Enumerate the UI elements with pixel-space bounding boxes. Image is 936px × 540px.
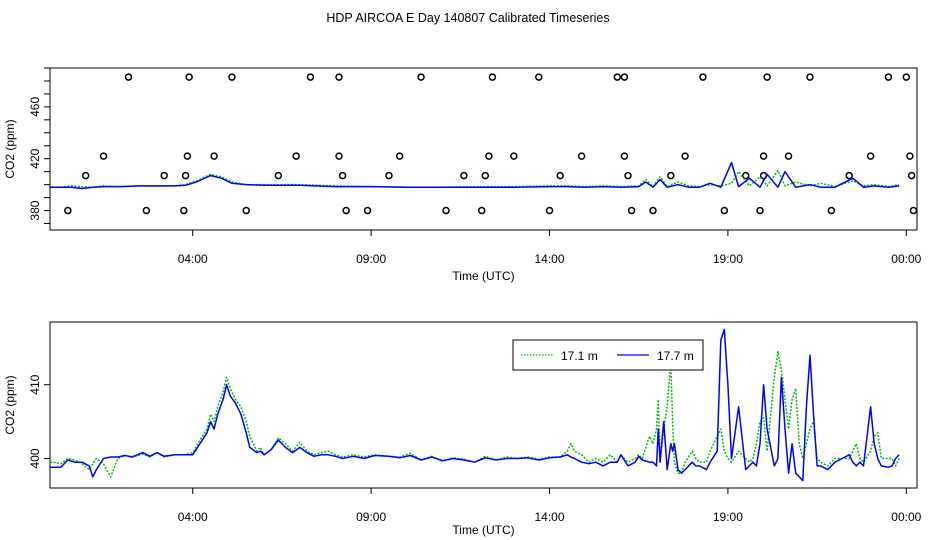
top-marker-point bbox=[624, 171, 632, 180]
top-xlabel: Time (UTC) bbox=[452, 269, 514, 283]
top-marker-point bbox=[649, 206, 657, 215]
bottom-xtick-label: 09:00 bbox=[356, 510, 386, 524]
top-marker-point bbox=[181, 171, 190, 180]
bottom-xtick-label: 00:00 bbox=[891, 510, 921, 524]
top-marker-point bbox=[99, 152, 108, 160]
top-marker-point bbox=[210, 152, 218, 160]
top-markers bbox=[64, 73, 918, 215]
top-marker-point bbox=[759, 152, 768, 160]
top-marker-point bbox=[627, 206, 636, 215]
top-marker-point bbox=[741, 171, 750, 180]
top-ytick-label: 460 bbox=[28, 97, 42, 117]
top-marker-point bbox=[342, 206, 350, 215]
top-marker-point bbox=[481, 171, 490, 180]
top-marker-point bbox=[510, 152, 518, 160]
top-marker-point bbox=[363, 206, 372, 215]
top-marker-point bbox=[906, 152, 914, 160]
top-marker-point bbox=[485, 152, 493, 160]
figure-title: HDP AIRCOA E Day 140807 Calibrated Times… bbox=[326, 11, 609, 25]
top-xtick-label: 14:00 bbox=[534, 252, 564, 266]
bottom-series-line-1 bbox=[50, 328, 900, 482]
bottom-panel: 400 410 04:00 09:00 14:00 19:00 00:00 17.1 m … bbox=[3, 321, 922, 537]
top-marker-point bbox=[185, 73, 193, 81]
top-xtick-label: 00:00 bbox=[891, 252, 921, 266]
top-marker-point bbox=[720, 206, 729, 215]
top-series bbox=[50, 161, 900, 190]
top-marker-point bbox=[806, 73, 814, 81]
top-marker-point bbox=[620, 73, 629, 81]
top-series-line-1 bbox=[50, 161, 900, 190]
top-marker-point bbox=[488, 73, 497, 81]
top-marker-point bbox=[242, 206, 250, 215]
top-marker-point bbox=[335, 73, 343, 81]
top-marker-point bbox=[228, 73, 236, 81]
bottom-series bbox=[50, 328, 900, 482]
top-marker-point bbox=[124, 73, 133, 81]
top-y-axis: 380 420 460 bbox=[28, 67, 50, 225]
bottom-y-axis: 400 410 bbox=[28, 374, 50, 469]
bottom-plot-frame bbox=[49, 321, 918, 489]
top-marker-point bbox=[274, 171, 283, 180]
top-marker-point bbox=[292, 152, 300, 160]
top-marker-point bbox=[477, 206, 486, 215]
top-marker-point bbox=[907, 171, 916, 180]
top-xtick-label: 19:00 bbox=[713, 252, 743, 266]
top-marker-point bbox=[613, 73, 622, 81]
bottom-xlabel: Time (UTC) bbox=[452, 523, 514, 537]
bottom-x-axis: 04:00 09:00 14:00 19:00 00:00 bbox=[178, 488, 922, 524]
top-marker-point bbox=[699, 73, 707, 81]
top-marker-point bbox=[556, 171, 564, 180]
top-marker-point bbox=[827, 206, 836, 215]
top-marker-point bbox=[338, 171, 347, 180]
top-marker-point bbox=[183, 152, 192, 160]
bottom-series-line-0 bbox=[50, 350, 900, 478]
top-ylabel: CO2 (ppm) bbox=[3, 119, 17, 178]
top-marker-point bbox=[81, 171, 90, 180]
legend: 17.1 m 17.7 m bbox=[512, 339, 704, 371]
top-plot-frame bbox=[49, 67, 918, 231]
bottom-ytick-label: 400 bbox=[28, 448, 42, 468]
top-marker-point bbox=[884, 73, 893, 81]
top-marker-point bbox=[180, 206, 188, 215]
top-marker-point bbox=[335, 152, 343, 160]
top-marker-point bbox=[385, 171, 393, 180]
top-marker-point bbox=[681, 152, 689, 160]
top-marker-point bbox=[535, 73, 543, 81]
top-marker-point bbox=[460, 171, 468, 180]
top-marker-point bbox=[142, 206, 151, 215]
top-panel: 380 420 460 04:00 09:00 14:00 19:00 00:00 Time… bbox=[3, 67, 922, 283]
top-ytick-label: 420 bbox=[28, 148, 42, 168]
top-xtick-label: 09:00 bbox=[356, 252, 386, 266]
top-marker-point bbox=[395, 152, 404, 160]
top-marker-point bbox=[909, 206, 918, 215]
legend-box bbox=[512, 339, 704, 371]
top-ytick-label: 380 bbox=[28, 200, 42, 220]
top-marker-point bbox=[64, 206, 72, 215]
top-xtick-label: 04:00 bbox=[178, 252, 208, 266]
bottom-ytick-label: 410 bbox=[28, 374, 42, 394]
bottom-xtick-label: 04:00 bbox=[178, 510, 208, 524]
top-marker-point bbox=[620, 152, 629, 160]
top-marker-point bbox=[845, 171, 853, 180]
top-x-axis: 04:00 09:00 14:00 19:00 00:00 bbox=[178, 230, 922, 266]
top-marker-point bbox=[763, 73, 771, 81]
legend-label-17-7m: 17.7 m bbox=[657, 349, 694, 363]
top-marker-point bbox=[306, 73, 315, 81]
top-marker-point bbox=[902, 73, 911, 81]
top-marker-point bbox=[160, 171, 168, 180]
top-marker-point bbox=[866, 152, 875, 160]
top-marker-point bbox=[417, 73, 425, 81]
top-marker-point bbox=[545, 206, 554, 215]
top-marker-point bbox=[756, 206, 764, 215]
top-marker-point bbox=[577, 152, 586, 160]
legend-label-17-1m: 17.1 m bbox=[561, 349, 598, 363]
top-marker-point bbox=[442, 206, 450, 215]
top-marker-point bbox=[667, 171, 675, 180]
bottom-xtick-label: 19:00 bbox=[713, 510, 743, 524]
bottom-xtick-label: 14:00 bbox=[534, 510, 564, 524]
bottom-ylabel: CO2 (ppm) bbox=[3, 375, 17, 434]
top-marker-point bbox=[784, 152, 793, 160]
